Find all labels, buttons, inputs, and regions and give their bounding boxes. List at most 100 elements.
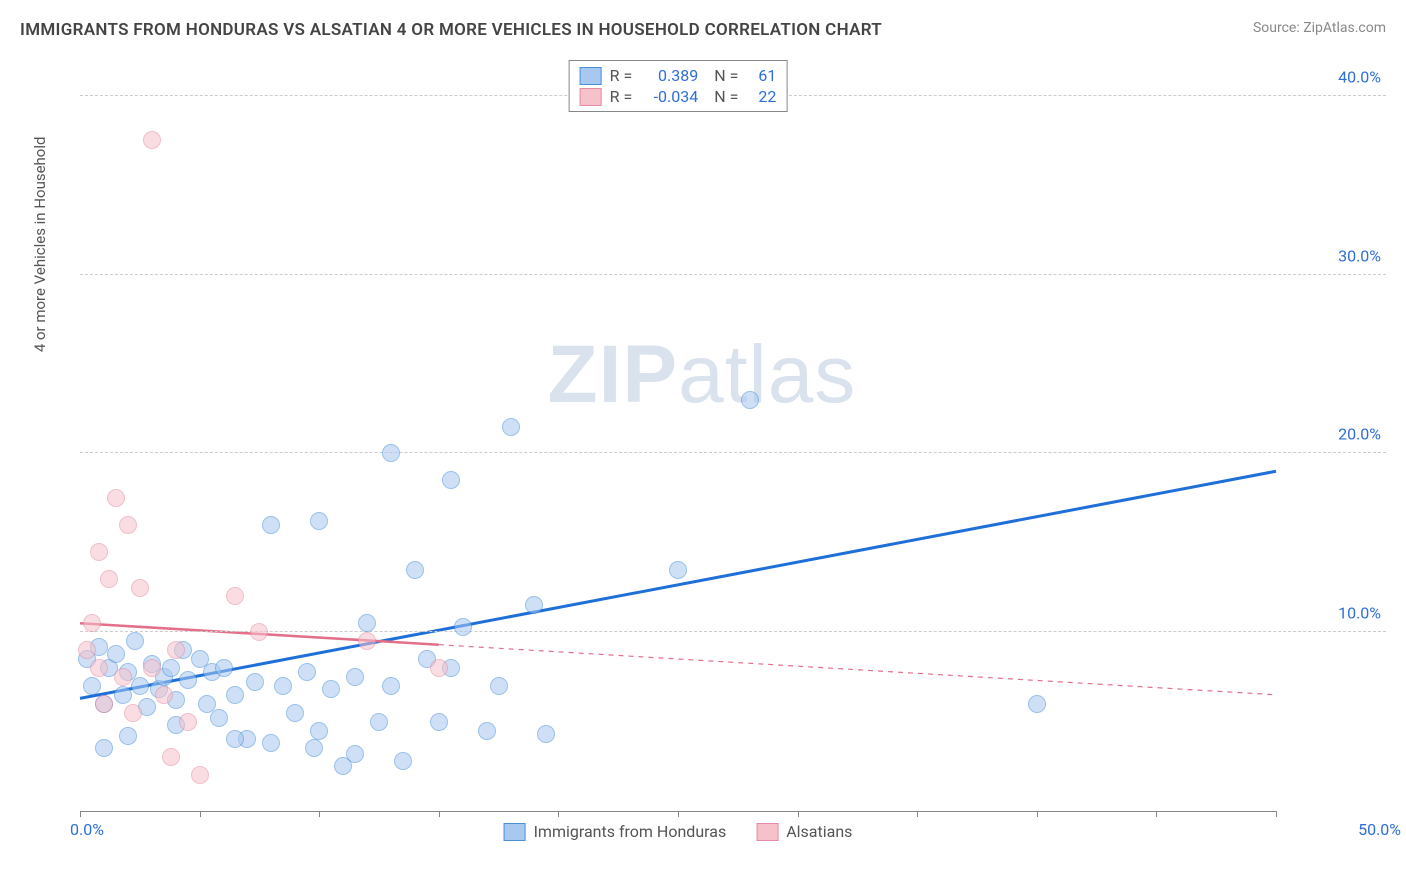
data-point (382, 677, 400, 695)
data-point (1028, 695, 1046, 713)
data-point (162, 748, 180, 766)
r-value-0: 0.389 (640, 66, 698, 85)
data-point (155, 686, 173, 704)
r-label-1: R = (610, 87, 633, 106)
data-point (358, 632, 376, 650)
data-point (502, 418, 520, 436)
data-point (114, 668, 132, 686)
data-point (322, 680, 340, 698)
y-tick-label: 30.0% (1281, 246, 1381, 265)
data-point (370, 713, 388, 731)
data-point (346, 745, 364, 763)
data-point (394, 752, 412, 770)
data-point (250, 623, 268, 641)
data-point (525, 596, 543, 614)
data-point (741, 391, 759, 409)
data-point (100, 570, 118, 588)
data-point (274, 677, 292, 695)
chart-area: 4 or more Vehicles in Household R = 0.38… (50, 60, 1386, 842)
data-point (126, 632, 144, 650)
data-point (490, 677, 508, 695)
data-point (107, 645, 125, 663)
data-point (210, 709, 228, 727)
data-point (124, 704, 142, 722)
data-point (262, 516, 280, 534)
data-point (191, 766, 209, 784)
data-point (215, 659, 233, 677)
data-point (537, 725, 555, 743)
stats-row-series-0: R = 0.389 N = 61 (580, 65, 777, 86)
data-point (95, 695, 113, 713)
legend-item-1: Alsatians (756, 822, 852, 841)
y-tick-label: 40.0% (1281, 67, 1381, 86)
x-tick (80, 811, 81, 817)
n-value-0: 61 (746, 66, 776, 85)
swatch-series-0 (580, 67, 602, 85)
data-point (226, 686, 244, 704)
data-point (262, 734, 280, 752)
chart-title: IMMIGRANTS FROM HONDURAS VS ALSATIAN 4 O… (20, 20, 882, 40)
x-tick (319, 811, 320, 817)
data-point (382, 444, 400, 462)
y-tick-label: 10.0% (1281, 604, 1381, 623)
data-point (669, 561, 687, 579)
data-point (406, 561, 424, 579)
data-point (478, 722, 496, 740)
data-point (310, 512, 328, 530)
x-max-label: 50.0% (1358, 820, 1401, 839)
data-point (346, 668, 364, 686)
data-point (298, 663, 316, 681)
legend-item-0: Immigrants from Honduras (504, 822, 727, 841)
trend-lines (80, 60, 1276, 811)
data-point (83, 677, 101, 695)
data-point (119, 516, 137, 534)
n-label-0: N = (714, 66, 738, 85)
data-point (131, 677, 149, 695)
x-tick (678, 811, 679, 817)
data-point (286, 704, 304, 722)
data-point (95, 739, 113, 757)
data-point (167, 641, 185, 659)
n-value-1: 22 (746, 87, 776, 106)
data-point (226, 587, 244, 605)
y-tick-label: 20.0% (1281, 425, 1381, 444)
stats-legend: R = 0.389 N = 61 R = -0.034 N = 22 (569, 60, 788, 112)
data-point (143, 659, 161, 677)
gridline (80, 452, 1386, 453)
data-point (119, 727, 137, 745)
y-axis-label: 4 or more Vehicles in Household (31, 137, 49, 353)
data-point (179, 713, 197, 731)
data-point (430, 713, 448, 731)
x-tick (1156, 811, 1157, 817)
x-origin-label: 0.0% (70, 820, 104, 839)
legend-label-0: Immigrants from Honduras (534, 822, 727, 841)
gridline (80, 274, 1386, 275)
data-point (78, 641, 96, 659)
data-point (83, 614, 101, 632)
data-point (90, 659, 108, 677)
legend-swatch-0 (504, 823, 526, 841)
data-point (179, 671, 197, 689)
data-point (114, 686, 132, 704)
data-point (226, 730, 244, 748)
swatch-series-1 (580, 88, 602, 106)
r-value-1: -0.034 (640, 87, 698, 106)
stats-row-series-1: R = -0.034 N = 22 (580, 86, 777, 107)
data-point (90, 543, 108, 561)
x-tick (1276, 811, 1277, 817)
data-point (442, 471, 460, 489)
x-tick (558, 811, 559, 817)
x-tick (1037, 811, 1038, 817)
legend-label-1: Alsatians (786, 822, 852, 841)
plot-region: R = 0.389 N = 61 R = -0.034 N = 22 ZIPat… (80, 60, 1276, 812)
data-point (143, 131, 161, 149)
n-label-1: N = (714, 87, 738, 106)
source-label: Source: ZipAtlas.com (1253, 20, 1386, 36)
data-point (430, 659, 448, 677)
data-point (454, 618, 472, 636)
data-point (162, 659, 180, 677)
gridline (80, 631, 1386, 632)
x-tick (917, 811, 918, 817)
data-point (107, 489, 125, 507)
legend-swatch-1 (756, 823, 778, 841)
